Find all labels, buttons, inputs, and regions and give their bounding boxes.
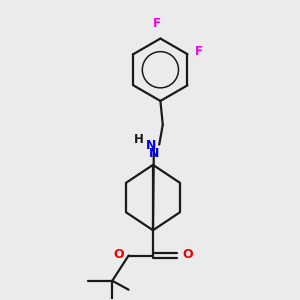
Text: F: F: [195, 45, 203, 58]
Text: F: F: [153, 16, 161, 30]
Text: N: N: [146, 139, 157, 152]
Text: O: O: [113, 248, 124, 261]
Text: H: H: [134, 133, 143, 146]
Text: N: N: [148, 147, 159, 161]
Text: O: O: [182, 248, 193, 261]
